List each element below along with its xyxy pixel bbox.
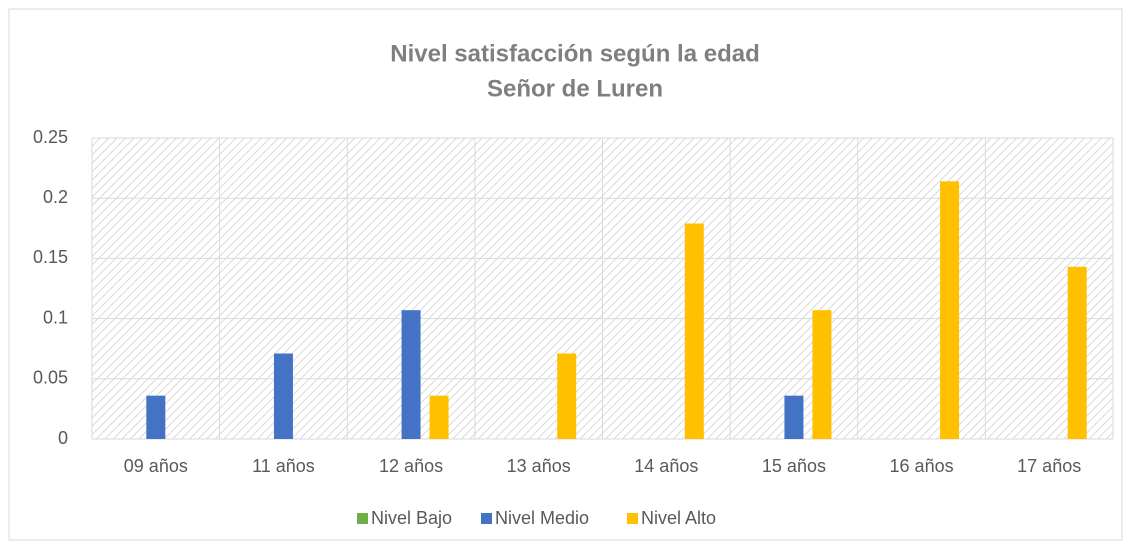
bar	[146, 395, 166, 439]
chart-title: Nivel satisfacción según la edad	[390, 40, 759, 67]
bar	[1067, 266, 1087, 439]
x-tick-label: 12 años	[379, 456, 443, 476]
y-tick-label: 0.2	[43, 187, 68, 207]
y-tick-label: 0.15	[33, 247, 68, 267]
legend-swatch	[627, 513, 638, 524]
x-tick-label: 11 años	[252, 456, 315, 476]
bar	[684, 223, 704, 439]
x-tick-label: 13 años	[507, 456, 571, 476]
legend-label: Nivel Medio	[495, 508, 589, 528]
bar	[401, 310, 421, 439]
y-tick-label: 0.05	[33, 368, 68, 388]
bar	[429, 395, 449, 439]
x-tick-label: 16 años	[890, 456, 954, 476]
bar	[940, 181, 960, 439]
bar	[784, 395, 804, 439]
legend-label: Nivel Bajo	[371, 508, 452, 528]
bar	[557, 353, 577, 439]
legend-swatch	[481, 513, 492, 524]
x-tick-label: 14 años	[634, 456, 698, 476]
y-tick-label: 0.25	[33, 127, 68, 147]
bar	[812, 310, 832, 439]
chart-subtitle: Señor de Luren	[487, 75, 663, 102]
x-tick-label: 15 años	[762, 456, 826, 476]
legend-label: Nivel Alto	[641, 508, 716, 528]
x-tick-label: 17 años	[1017, 456, 1081, 476]
legend-swatch	[357, 513, 368, 524]
y-tick-label: 0	[58, 428, 68, 448]
bar	[273, 353, 293, 439]
x-tick-label: 09 años	[124, 456, 188, 476]
y-tick-label: 0.1	[43, 307, 68, 327]
